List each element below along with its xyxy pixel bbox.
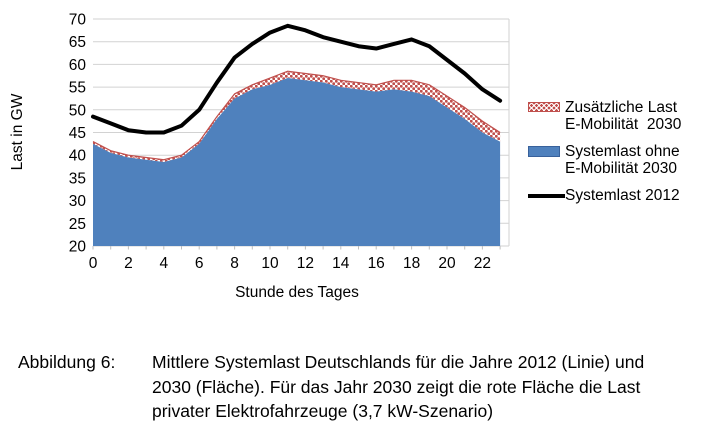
ev-extra-load-area-top-edge (92, 70, 501, 161)
y-tick-label: 70 (69, 12, 87, 29)
systemlast-ohne-ev-area (93, 78, 501, 247)
caption-line: privater Elektrofahrzeuge (3,7 kW-Szenar… (152, 401, 494, 421)
legend-label: E-Mobilität 2030 (565, 160, 678, 177)
y-tick-label: 40 (69, 148, 87, 165)
x-tick-label: 10 (261, 255, 279, 272)
x-axis-title: Stunde des Tages (235, 284, 359, 301)
black-line-swatch-icon (528, 194, 565, 198)
axis-tick-labels: 20 25 30 35 40 45 50 55 60 65 70 0 2 4 6 8 10 12 14 16 18 20 2… (69, 12, 491, 273)
legend-label: Zusätzliche Last (565, 99, 677, 116)
x-tick-label: 6 (195, 255, 204, 272)
legend-label: Systemlast 2012 (565, 187, 680, 204)
y-axis-title: Last in GW (9, 93, 26, 170)
y-tick-label: 30 (69, 193, 87, 210)
caption-line: 2030 (Fläche). Für das Jahr 2030 zeigt d… (152, 376, 641, 397)
legend-item-systemlast-2012: Systemlast 2012 (528, 187, 720, 204)
y-tick-label: 20 (69, 239, 87, 256)
y-tick-label: 50 (69, 102, 87, 119)
y-tick-label: 55 (69, 80, 86, 97)
legend-item-ev-extra-load: Zusätzliche Last E-Mobilität 2030 (528, 99, 720, 133)
systemlast-2012-line (91, 23, 503, 135)
figure-caption-label: Abbildung 6: (18, 352, 116, 372)
legend-label: Systemlast ohne (565, 143, 680, 160)
x-tick-label: 4 (159, 255, 168, 272)
legend-label: E-Mobilität 2030 (565, 116, 682, 133)
y-tick-label: 35 (69, 170, 86, 187)
y-tick-label: 45 (69, 125, 86, 142)
chart-legend: Zusätzliche Last E-Mobilität 2030 System… (528, 99, 720, 214)
x-tick-label: 8 (230, 255, 239, 272)
x-tick-label: 12 (297, 255, 314, 272)
systemlast-chart: 20 25 30 35 40 45 50 55 60 65 70 0 2 4 6 8 10 12 14 16 18 20 2… (9, 12, 510, 301)
axis-ticks (92, 246, 501, 250)
x-tick-label: 22 (474, 255, 491, 272)
figure-caption-text: Mittlere Systemlast Deutschlands für die… (152, 350, 697, 423)
chart-area: 20 25 30 35 40 45 50 55 60 65 70 0 2 4 6 8 10 12 14 16 18 20 2… (9, 12, 510, 301)
legend-item-systemlast-ohne-ev: Systemlast ohne E-Mobilität 2030 (528, 143, 720, 177)
x-tick-label: 2 (124, 255, 133, 272)
x-tick-label: 0 (89, 255, 98, 272)
x-tick-label: 20 (438, 255, 456, 272)
x-tick-label: 16 (368, 255, 385, 272)
blue-fill-swatch-icon (528, 146, 560, 157)
x-tick-label: 14 (332, 255, 350, 272)
chart-series (91, 23, 503, 247)
y-tick-label: 65 (69, 34, 86, 51)
caption-line: Mittlere Systemlast Deutschlands für die… (152, 352, 645, 372)
y-tick-label: 60 (69, 57, 87, 74)
y-tick-label: 25 (69, 216, 86, 233)
red-hatch-swatch-icon (528, 102, 560, 112)
x-tick-label: 18 (403, 255, 420, 272)
